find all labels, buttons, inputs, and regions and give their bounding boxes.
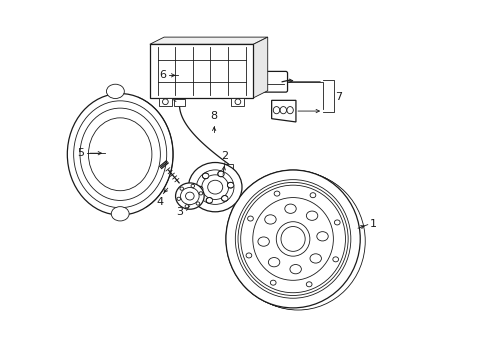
Ellipse shape: [264, 215, 276, 224]
FancyBboxPatch shape: [159, 98, 171, 106]
Ellipse shape: [270, 280, 276, 285]
FancyBboxPatch shape: [223, 164, 233, 170]
Polygon shape: [253, 37, 267, 98]
Text: 1: 1: [369, 219, 376, 229]
Ellipse shape: [227, 171, 362, 309]
Text: 6: 6: [159, 70, 166, 80]
Text: 8: 8: [210, 111, 217, 121]
Ellipse shape: [274, 191, 279, 196]
Ellipse shape: [225, 170, 360, 308]
Ellipse shape: [230, 172, 365, 310]
Ellipse shape: [226, 170, 361, 308]
Ellipse shape: [305, 282, 311, 287]
Ellipse shape: [217, 171, 224, 177]
Ellipse shape: [196, 186, 203, 192]
Ellipse shape: [227, 182, 233, 188]
Ellipse shape: [281, 226, 305, 251]
Ellipse shape: [309, 254, 321, 263]
Text: 2: 2: [221, 151, 228, 161]
FancyBboxPatch shape: [257, 71, 287, 92]
Ellipse shape: [309, 193, 315, 198]
Ellipse shape: [276, 222, 309, 256]
Ellipse shape: [316, 231, 327, 241]
FancyBboxPatch shape: [173, 99, 185, 106]
Ellipse shape: [257, 237, 269, 246]
Ellipse shape: [268, 257, 279, 267]
Ellipse shape: [202, 173, 208, 179]
Ellipse shape: [240, 185, 345, 293]
Ellipse shape: [284, 204, 296, 213]
Ellipse shape: [175, 183, 203, 209]
Polygon shape: [271, 100, 295, 122]
Ellipse shape: [185, 204, 188, 208]
Ellipse shape: [228, 171, 363, 309]
Ellipse shape: [221, 195, 227, 201]
Ellipse shape: [229, 172, 364, 310]
Ellipse shape: [196, 202, 199, 205]
Ellipse shape: [185, 192, 194, 200]
Ellipse shape: [245, 253, 251, 258]
Ellipse shape: [111, 207, 129, 221]
Text: 4: 4: [156, 197, 163, 207]
Polygon shape: [149, 44, 253, 98]
Text: 5: 5: [77, 148, 84, 158]
Ellipse shape: [332, 257, 338, 262]
Ellipse shape: [289, 265, 301, 274]
Ellipse shape: [306, 211, 317, 220]
Text: 7: 7: [335, 92, 342, 102]
Ellipse shape: [180, 187, 183, 190]
Polygon shape: [149, 37, 267, 44]
Ellipse shape: [106, 84, 124, 99]
Ellipse shape: [206, 198, 212, 203]
Text: 3: 3: [176, 207, 183, 217]
FancyBboxPatch shape: [231, 98, 244, 106]
Ellipse shape: [247, 216, 253, 221]
Ellipse shape: [225, 170, 360, 308]
Ellipse shape: [191, 184, 194, 188]
Ellipse shape: [199, 192, 202, 195]
Ellipse shape: [207, 180, 222, 194]
Ellipse shape: [334, 220, 340, 225]
Ellipse shape: [177, 197, 180, 201]
Ellipse shape: [188, 162, 242, 212]
